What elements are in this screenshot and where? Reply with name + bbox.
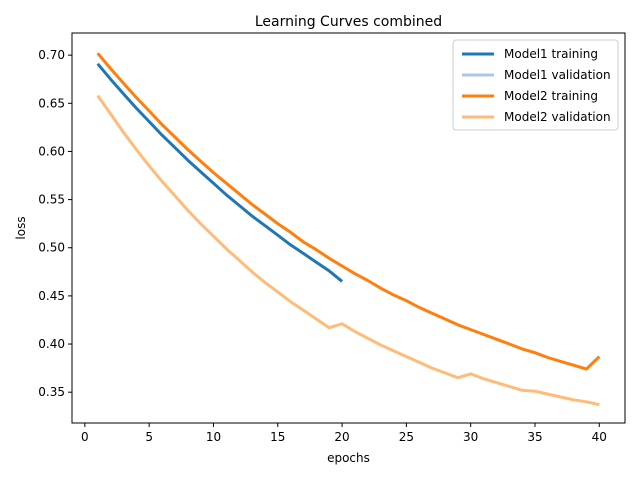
y-tick-label: 0.65 xyxy=(38,96,65,110)
x-tick-label: 35 xyxy=(527,430,542,444)
legend-label-2: Model1 validation xyxy=(504,68,611,82)
series-line-4 xyxy=(96,94,600,407)
x-tick-label: 5 xyxy=(145,430,153,444)
y-tick-label: 0.55 xyxy=(38,193,65,207)
series-line-1 xyxy=(96,62,344,283)
series-line-3 xyxy=(96,52,601,371)
y-tick-label: 0.50 xyxy=(38,241,65,255)
chart-title: Learning Curves combined xyxy=(255,14,442,30)
y-axis-label: loss xyxy=(14,216,28,239)
x-axis-ticks: 0 5 10 15 20 25 30 35 40 xyxy=(81,423,607,444)
x-tick-label: 25 xyxy=(399,430,414,444)
x-tick-label: 30 xyxy=(463,430,478,444)
y-tick-label: 0.45 xyxy=(38,289,65,303)
y-tick-label: 0.40 xyxy=(38,337,65,351)
legend-frame xyxy=(452,39,619,131)
legend-label-4: Model2 validation xyxy=(504,110,611,124)
legend-label-1: Model1 training xyxy=(504,47,598,61)
y-tick-label: 0.60 xyxy=(38,144,65,158)
x-axis-label: epochs xyxy=(327,451,370,465)
y-axis-ticks: 0.35 0.40 0.45 0.50 0.55 0.60 0.65 0.70 xyxy=(38,48,72,399)
series-layer xyxy=(96,52,601,407)
y-tick-label: 0.70 xyxy=(38,48,65,62)
legend: Model1 training Model1 validation Model2 t… xyxy=(452,39,619,131)
x-tick-label: 20 xyxy=(334,430,349,444)
x-tick-label: 15 xyxy=(270,430,285,444)
legend-label-3: Model2 training xyxy=(504,89,598,103)
y-tick-label: 0.35 xyxy=(38,385,65,399)
x-tick-label: 40 xyxy=(592,430,607,444)
x-tick-label: 0 xyxy=(81,430,89,444)
plot-area: 0 5 10 15 20 25 30 35 40 0.35 0.40 0.45 0.50 0.55 0.6… xyxy=(38,32,626,444)
axes-frame xyxy=(71,32,626,424)
x-tick-label: 10 xyxy=(206,430,221,444)
